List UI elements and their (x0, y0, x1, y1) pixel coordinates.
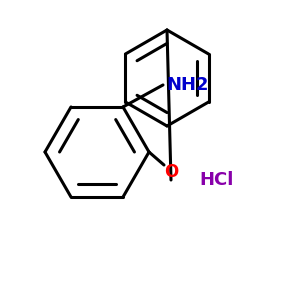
Text: HCl: HCl (199, 171, 233, 189)
Text: NH2: NH2 (166, 76, 208, 94)
Text: O: O (164, 163, 178, 181)
